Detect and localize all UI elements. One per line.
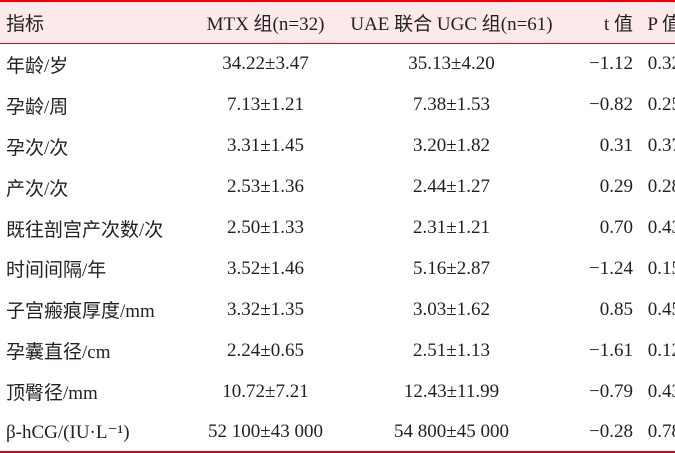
row-t-value: −1.12: [589, 53, 633, 75]
table-row: 孕囊直径/cm 2.24±0.65 2.51±1.13 −1.61 0.12: [0, 330, 675, 371]
header-mtx-group: MTX 组(n=32): [206, 13, 325, 35]
table-row: 既往剖宫产次数/次 2.50±1.33 2.31±1.21 0.70 0.43: [0, 208, 675, 249]
table-row: 产次/次 2.53±1.36 2.44±1.27 0.29 0.28: [0, 167, 675, 208]
row-p-value: 0.28: [647, 176, 675, 198]
row-mtx-value: 2.24±0.65: [227, 339, 304, 361]
row-t-value: 0.85: [599, 298, 633, 320]
row-mtx-value: 2.53±1.36: [227, 176, 304, 198]
table-row: 年龄/岁 34.22±3.47 35.13±4.20 −1.12 0.32: [0, 44, 675, 85]
row-uae-value: 7.38±1.53: [413, 94, 490, 116]
row-uae-value: 12.43±11.99: [403, 380, 500, 402]
row-indicator: β-hCG/(IU·L⁻¹): [6, 421, 130, 443]
row-t-value: −1.24: [589, 257, 633, 279]
row-t-value: 0.29: [599, 176, 633, 198]
row-p-value: 0.15: [647, 257, 675, 279]
row-mtx-value: 10.72±7.21: [222, 380, 309, 402]
row-indicator: 产次/次: [6, 178, 69, 200]
row-indicator: 孕次/次: [6, 137, 69, 159]
row-p-value: 0.12: [647, 339, 675, 361]
table-row: 时间间隔/年 3.52±1.46 5.16±2.87 −1.24 0.15: [0, 248, 675, 289]
row-mtx-value: 7.13±1.21: [227, 94, 304, 116]
row-uae-value: 2.31±1.21: [413, 217, 490, 238]
row-p-value: 0.43: [647, 380, 675, 402]
row-t-value: −0.28: [589, 421, 633, 443]
row-uae-value: 5.16±2.87: [413, 257, 490, 279]
row-indicator: 时间间隔/年: [6, 260, 107, 282]
header-background: [0, 0, 675, 44]
row-mtx-value: 3.32±1.35: [227, 298, 304, 320]
row-uae-value: 35.13±4.20: [408, 53, 495, 75]
row-mtx-value: 2.50±1.33: [227, 217, 304, 238]
row-indicator: 孕囊直径/cm: [6, 342, 111, 364]
header-indicator: 指标: [6, 13, 45, 35]
row-p-value: 0.45: [647, 298, 675, 320]
header-row: 指标 MTX 组(n=32) UAE 联合 UGC 组(n=61) t 值 P …: [0, 0, 675, 44]
row-p-value: 0.37: [647, 135, 675, 157]
row-p-value: 0.32: [647, 53, 675, 75]
row-mtx-value: 34.22±3.47: [222, 53, 309, 75]
header-uae-group: UAE 联合 UGC 组(n=61): [350, 13, 553, 35]
row-mtx-value: 3.31±1.45: [227, 135, 304, 157]
row-indicator: 孕龄/周: [6, 96, 69, 118]
row-indicator: 顶臀径/mm: [6, 383, 98, 405]
row-uae-value: 2.44±1.27: [413, 176, 490, 198]
row-uae-value: 3.03±1.62: [413, 298, 490, 320]
table-body: 年龄/岁 34.22±3.47 35.13±4.20 −1.12 0.32 孕龄/周 7.1…: [0, 44, 675, 453]
row-mtx-value: 52 100±43 000: [208, 421, 323, 443]
header-p-value: P 值: [647, 13, 675, 35]
header-t-value: t 值: [603, 13, 633, 35]
table-row: 孕次/次 3.31±1.45 3.20±1.82 0.31 0.37: [0, 126, 675, 167]
row-indicator: 子宫瘢痕厚度/mm: [6, 301, 155, 323]
row-uae-value: 3.20±1.82: [413, 135, 490, 157]
row-indicator: 年龄/岁: [6, 55, 69, 77]
bottom-rule: [0, 451, 675, 453]
top-rule: [0, 0, 675, 2]
table-row: 顶臀径/mm 10.72±7.21 12.43±11.99 −0.79 0.43: [0, 371, 675, 412]
row-t-value: −1.61: [589, 339, 633, 361]
row-p-value: 0.43: [647, 217, 675, 238]
row-p-value: 0.25: [647, 94, 675, 116]
row-mtx-value: 3.52±1.46: [227, 257, 304, 279]
table-row: 子宫瘢痕厚度/mm 3.32±1.35 3.03±1.62 0.85 0.45: [0, 289, 675, 330]
row-t-value: 0.70: [599, 217, 633, 238]
row-p-value: 0.78: [647, 421, 675, 443]
header-rule: [0, 43, 675, 44]
row-t-value: 0.31: [599, 135, 633, 157]
table-row: β-hCG/(IU·L⁻¹) 52 100±43 000 54 800±45 000…: [0, 412, 675, 453]
row-uae-value: 54 800±45 000: [394, 421, 509, 443]
row-t-value: −0.82: [589, 94, 633, 116]
row-uae-value: 2.51±1.13: [413, 339, 490, 361]
table-row: 孕龄/周 7.13±1.21 7.38±1.53 −0.82 0.25: [0, 85, 675, 126]
row-indicator: 既往剖宫产次数/次: [6, 219, 164, 241]
row-t-value: −0.79: [589, 380, 633, 402]
